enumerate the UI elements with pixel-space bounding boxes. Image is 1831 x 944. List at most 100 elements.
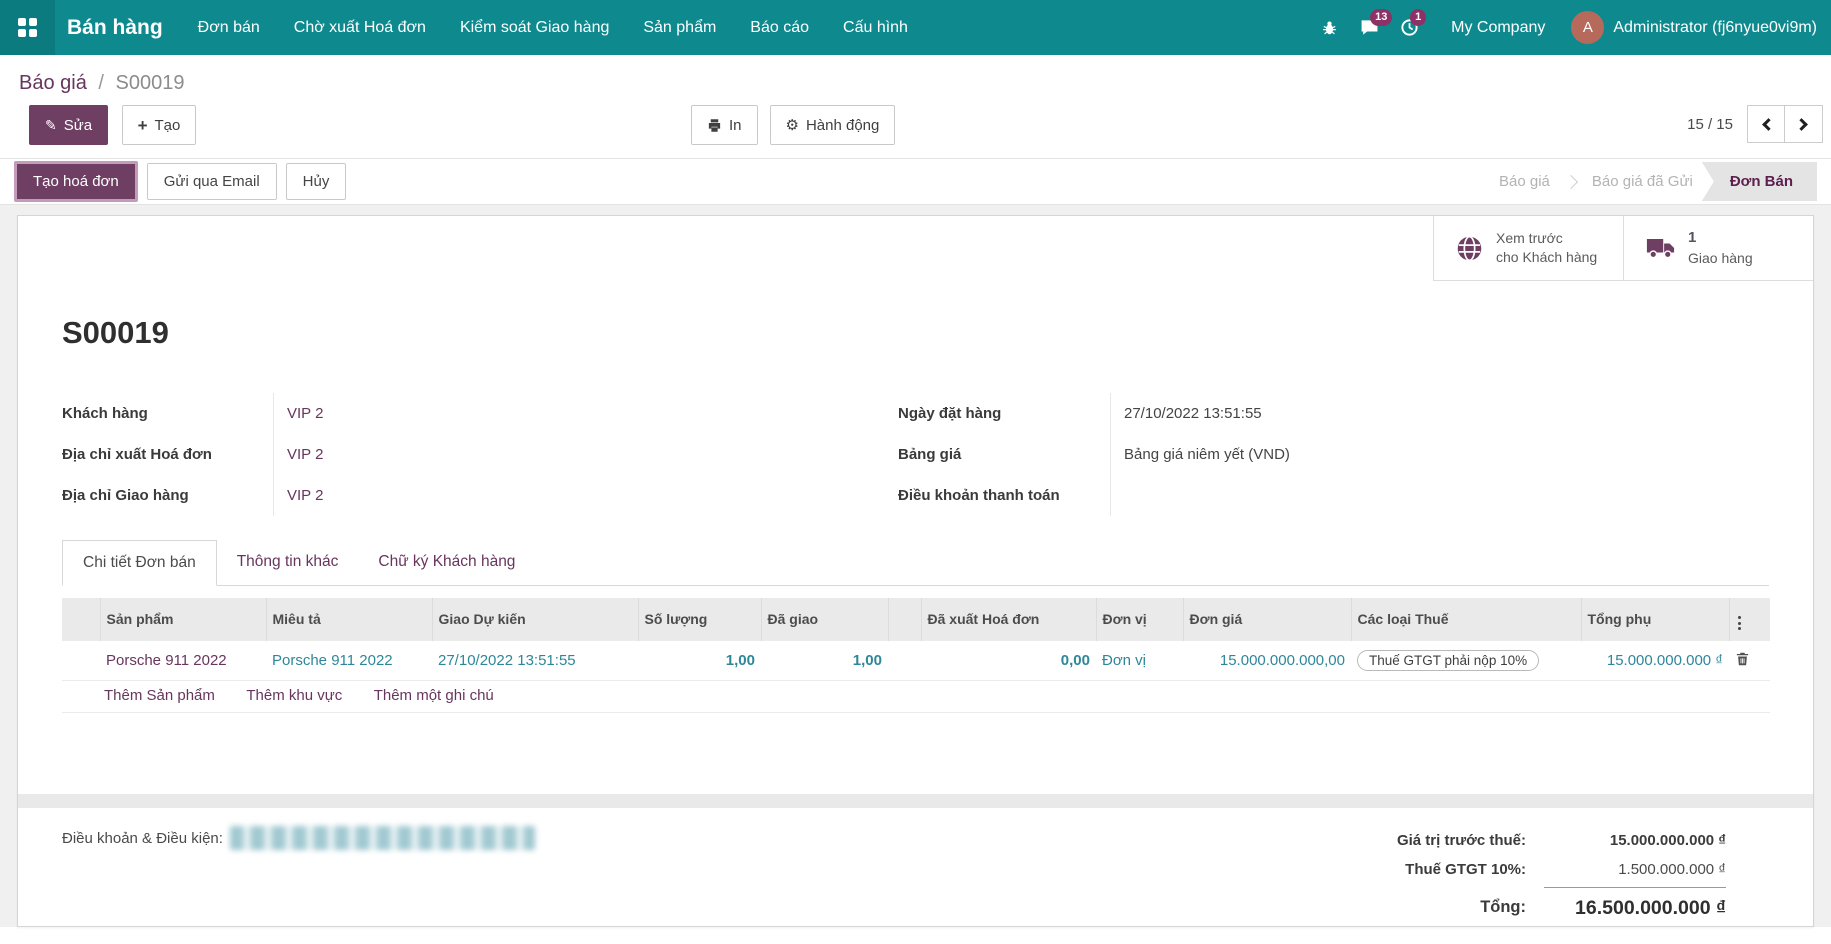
chevron-left-icon — [1761, 117, 1775, 131]
handle-column-header — [62, 598, 101, 641]
untaxed-amount-label: Giá trị trước thuế: — [1396, 832, 1526, 849]
invoice-address-label: Địa chỉ xuất Hoá đơn — [62, 446, 212, 463]
app-brand[interactable]: Bán hàng — [67, 15, 163, 39]
send-by-email-button[interactable]: Gửi qua Email — [146, 163, 277, 200]
messages-button[interactable]: 13 — [1349, 0, 1393, 55]
step-quotation[interactable]: Báo giá — [1499, 173, 1550, 190]
nav-item-to-invoice[interactable]: Chờ xuất Hoá đơn — [293, 18, 426, 36]
unit-price-column-header[interactable]: Đơn giá — [1183, 598, 1352, 641]
row-quantity: 1,00 — [638, 640, 761, 681]
delivery-address-value-link[interactable]: VIP 2 — [287, 487, 324, 504]
delivery-address-label: Địa chỉ Giao hàng — [62, 487, 189, 504]
scheduled-date-column-header[interactable]: Giao Dự kiến — [432, 598, 639, 641]
nav-item-configuration[interactable]: Cấu hình — [843, 18, 908, 36]
notebook-tabs: Chi tiết Đơn bán Thông tin khác Chữ ký K… — [62, 540, 1769, 586]
debug-bug-button[interactable] — [1309, 0, 1349, 55]
tab-customer-signature[interactable]: Chữ ký Khách hàng — [378, 553, 516, 570]
create-button[interactable]: + Tạo — [121, 105, 197, 145]
tax-amount-label: Thuế GTGT 10%: — [1405, 861, 1526, 878]
delivery-smart-button[interactable]: 1 Giao hàng — [1623, 216, 1813, 280]
statusbar: Tạo hoá đơn Gửi qua Email Hủy Báo giá Bá… — [0, 158, 1831, 205]
uom-column-header[interactable]: Đơn vị — [1096, 598, 1184, 641]
apps-grid-icon — [18, 18, 37, 37]
create-invoice-button[interactable]: Tạo hoá đơn — [14, 161, 138, 202]
row-delete-cell[interactable] — [1729, 640, 1770, 681]
product-column-header[interactable]: Sản phẩm — [100, 598, 267, 641]
add-section-link[interactable]: Thêm khu vực — [246, 687, 343, 704]
status-steps: Báo giá Báo giá đã Gửi Đơn Bán — [1499, 162, 1817, 201]
row-description: Porsche 911 2022 — [266, 640, 432, 681]
breadcrumb-separator: / — [98, 72, 104, 94]
order-date-value: 27/10/2022 13:51:55 — [1110, 393, 1769, 434]
cancel-button[interactable]: Hủy — [285, 163, 347, 200]
trash-icon — [1736, 652, 1749, 665]
nav-item-delivery-control[interactable]: Kiểm soát Giao hàng — [459, 18, 610, 36]
row-tax-tag: Thuế GTGT phải nộp 10% — [1357, 650, 1540, 671]
activity-clock-icon — [1401, 19, 1418, 36]
customer-value-link[interactable]: VIP 2 — [287, 405, 324, 422]
row-uom: Đơn vị — [1096, 640, 1183, 681]
spacer-column-header — [888, 598, 922, 641]
row-delivered: 1,00 — [761, 640, 888, 681]
breadcrumb-quotations-link[interactable]: Báo giá — [19, 72, 87, 94]
company-menu[interactable]: My Company — [1451, 18, 1546, 36]
pricelist-label: Bảng giá — [898, 446, 962, 463]
order-title: S00019 — [62, 315, 169, 350]
row-invoiced: 0,00 — [921, 640, 1096, 681]
total-amount-value: 16.500.000.000 ₫ — [1544, 887, 1726, 926]
breadcrumb-current: S00019 — [115, 72, 185, 94]
add-note-link[interactable]: Thêm một ghi chú — [373, 687, 494, 704]
tab-order-lines[interactable]: Chi tiết Đơn bán — [62, 540, 217, 586]
nav-item-orders[interactable]: Đơn bán — [197, 18, 260, 36]
optional-columns-header[interactable] — [1729, 598, 1770, 641]
apps-menu-button[interactable] — [0, 0, 55, 55]
pager-next-button[interactable] — [1785, 105, 1823, 143]
subtotal-column-header[interactable]: Tổng phụ — [1581, 598, 1730, 641]
user-menu[interactable]: Administrator (fj6nyue0vi9m) — [1613, 18, 1817, 36]
payment-terms-label: Điều khoản thanh toán — [898, 487, 1060, 504]
control-panel-buttons: ✎ Sửa + Tạo In ⚙ Hành động 15 / 15 — [0, 105, 1831, 145]
edit-button[interactable]: ✎ Sửa — [29, 105, 109, 145]
row-product-link[interactable]: Porsche 911 2022 — [106, 652, 227, 669]
activities-button[interactable]: 1 — [1389, 0, 1429, 55]
top-navbar: Bán hàng Đơn bán Chờ xuất Hoá đơn Kiểm s… — [0, 0, 1831, 55]
order-sheet: Xem trước cho Khách hàng 1 Giao hàng — [17, 215, 1814, 927]
avatar[interactable]: A — [1571, 11, 1605, 44]
pager-previous-button[interactable] — [1747, 105, 1785, 143]
action-button[interactable]: ⚙ Hành động — [769, 105, 896, 145]
customer-preview-button[interactable]: Xem trước cho Khách hàng — [1433, 216, 1623, 280]
description-column-header[interactable]: Miêu tả — [266, 598, 433, 641]
delivery-count: 1 — [1688, 229, 1697, 247]
table-header-row: Sản phẩm Miêu tả Giao Dự kiến Số lượng Đ… — [62, 598, 1770, 641]
record-action-buttons: In ⚙ Hành động — [691, 105, 896, 145]
row-unit-price: 15.000.000.000,00 — [1183, 640, 1351, 681]
step-chevron-icon — [1563, 174, 1578, 189]
field-groups: Khách hàng VIP 2 Địa chỉ xuất Hoá đơn VI… — [62, 393, 1769, 516]
terms-label: Điều khoản & Điều kiện: — [62, 829, 223, 847]
breadcrumb: Báo giá / S00019 — [0, 55, 1831, 95]
invoice-address-value-link[interactable]: VIP 2 — [287, 446, 324, 463]
order-line-row[interactable]: Porsche 911 2022 Porsche 911 2022 27/10/… — [62, 640, 1770, 681]
add-product-link[interactable]: Thêm Sản phẩm — [104, 687, 215, 704]
print-button[interactable]: In — [691, 105, 758, 145]
invoiced-column-header[interactable]: Đã xuất Hoá đơn — [921, 598, 1097, 641]
step-sales-order-active[interactable]: Đơn Bán — [1701, 162, 1817, 201]
gear-icon: ⚙ — [785, 116, 799, 134]
order-date-label: Ngày đặt hàng — [898, 405, 1002, 422]
nav-item-products[interactable]: Sản phẩm — [643, 18, 717, 36]
topbar-right-section: 13 1 My Company A Administrator (fj6nyue… — [1309, 0, 1831, 55]
total-amount-label: Tổng: — [1480, 898, 1526, 916]
form-view-background: Xem trước cho Khách hàng 1 Giao hàng — [0, 205, 1831, 927]
step-quotation-sent[interactable]: Báo giá đã Gửi — [1591, 173, 1693, 190]
row-subtotal: 15.000.000.000 ₫ — [1581, 640, 1729, 681]
line-add-links: Thêm Sản phẩm Thêm khu vực Thêm một ghi … — [62, 681, 1770, 713]
kebab-icon — [1736, 614, 1743, 632]
delivered-column-header[interactable]: Đã giao — [761, 598, 889, 641]
customer-label: Khách hàng — [62, 405, 148, 422]
plus-icon: + — [137, 115, 148, 135]
payment-terms-value — [1110, 475, 1769, 516]
quantity-column-header[interactable]: Số lượng — [638, 598, 762, 641]
tab-other-info[interactable]: Thông tin khác — [236, 553, 339, 570]
taxes-column-header[interactable]: Các loại Thuế — [1351, 598, 1582, 641]
nav-item-reporting[interactable]: Báo cáo — [750, 18, 810, 36]
